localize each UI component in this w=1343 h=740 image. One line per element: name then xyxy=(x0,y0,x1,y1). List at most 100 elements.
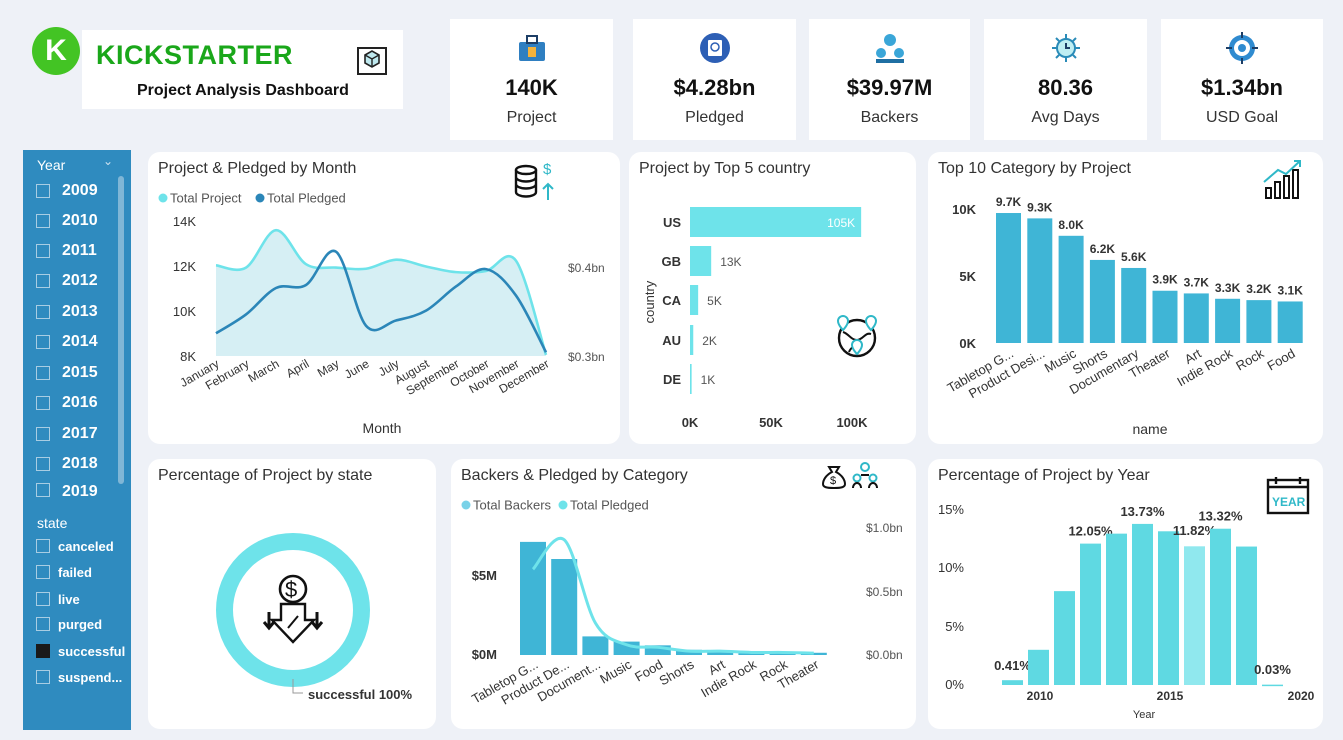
year-option[interactable]: 2010 xyxy=(36,210,98,232)
globe-location-icon xyxy=(836,314,878,358)
kpi-label: Project xyxy=(506,109,557,126)
bar xyxy=(1089,259,1115,343)
data-label: 11.82% xyxy=(1173,523,1217,538)
kpi-card-usd-goal: $1.34bn USD Goal xyxy=(1161,19,1323,140)
legend-label: Total Pledged xyxy=(570,498,649,513)
state-option[interactable]: live xyxy=(36,589,80,609)
checkbox[interactable] xyxy=(36,335,50,349)
year-option[interactable]: 2014 xyxy=(36,331,98,353)
map-icon xyxy=(357,47,387,75)
y-tick-label: AU xyxy=(662,333,681,348)
bar xyxy=(1121,267,1147,343)
month-chart-card: Project & Pledged by Month $ Total Proje… xyxy=(148,152,620,444)
checkbox[interactable] xyxy=(36,670,50,684)
year-option[interactable]: 2018 xyxy=(36,453,98,475)
bar xyxy=(690,364,692,394)
year-option[interactable]: 2013 xyxy=(36,301,98,323)
year-option-label: 2018 xyxy=(62,455,98,472)
bar xyxy=(1106,533,1127,685)
year-option[interactable]: 2009 xyxy=(36,180,98,202)
year-chart-card: Percentage of Project by Year YEAR 15% 10… xyxy=(928,459,1323,729)
kpi-label: USD Goal xyxy=(1205,109,1279,126)
year-option[interactable]: 2012 xyxy=(36,270,98,292)
svg-text:YEAR: YEAR xyxy=(1272,495,1306,509)
checkbox[interactable] xyxy=(36,244,50,258)
checkbox[interactable] xyxy=(36,214,50,228)
bar xyxy=(996,213,1021,343)
state-option[interactable]: failed xyxy=(36,562,92,582)
people-network-icon xyxy=(852,462,878,489)
x-tick-label: 100K xyxy=(836,415,868,430)
state-option-label: purged xyxy=(58,616,103,632)
checkbox[interactable] xyxy=(36,396,50,410)
year-option-label: 2015 xyxy=(62,364,98,381)
passport-icon xyxy=(699,33,730,63)
state-option-label: suspend... xyxy=(58,669,123,685)
x-axis-label: Month xyxy=(363,420,402,436)
year-slicer-title: Year xyxy=(37,157,66,173)
state-option[interactable]: canceled xyxy=(36,536,114,556)
state-option[interactable]: purged xyxy=(36,614,102,634)
year-option-label: 2009 xyxy=(62,182,98,199)
filter-slicer-panel: Year ⌄ 2009 2010 2011 2012 2013 2014 201… xyxy=(23,150,131,730)
data-label: 3.2K xyxy=(1246,282,1272,296)
y-tick-label: 15% xyxy=(938,502,964,517)
year-option[interactable]: 2019 xyxy=(36,483,98,497)
checkbox[interactable] xyxy=(36,539,50,553)
checkbox[interactable] xyxy=(36,457,50,471)
checkbox[interactable] xyxy=(36,305,50,319)
svg-text:$: $ xyxy=(285,577,297,602)
data-label: 6.2K xyxy=(1090,242,1116,256)
bar xyxy=(551,559,578,655)
data-label: 9.7K xyxy=(996,195,1022,209)
growth-chart-icon xyxy=(1263,160,1301,199)
state-slicer-title: state xyxy=(37,515,68,531)
y-tick-label: 0% xyxy=(945,677,964,692)
checkbox[interactable] xyxy=(36,274,50,288)
dashboard-subtitle: Project Analysis Dashboard xyxy=(137,82,349,99)
bar xyxy=(1215,298,1241,343)
people-icon xyxy=(875,34,904,63)
year-option[interactable]: 2011 xyxy=(36,240,97,262)
chevron-down-icon[interactable]: ⌄ xyxy=(103,154,114,168)
x-tick-label: 2015 xyxy=(1157,689,1184,703)
bar xyxy=(690,325,694,355)
checkbox[interactable] xyxy=(36,617,50,631)
checkbox[interactable] xyxy=(36,184,50,198)
checkbox-checked[interactable] xyxy=(36,644,50,658)
year-option-label: 2011 xyxy=(62,242,97,259)
checkbox[interactable] xyxy=(36,565,50,579)
kpi-card-pledged: $4.28bn Pledged xyxy=(633,19,796,140)
state-option[interactable]: successful xyxy=(36,641,125,661)
y2-tick-label: $1.0bn xyxy=(866,521,903,535)
chart-title: Project by Top 5 country xyxy=(639,160,811,177)
checkbox[interactable] xyxy=(36,427,50,441)
chart-title: Percentage of Project by Year xyxy=(938,467,1150,484)
year-option[interactable]: 2015 xyxy=(36,362,98,384)
x-tick-label: April xyxy=(284,356,312,380)
state-donut-chart: successful 100% xyxy=(216,533,413,702)
y2-tick-label: $0.4bn xyxy=(568,261,605,275)
country-bar-chart: US 105K GB 13K CA 5K AU 2K DE 1K 0K 50K 100K country xyxy=(642,207,868,430)
series-area-total-project xyxy=(216,230,546,356)
state-option-label: successful xyxy=(58,643,126,659)
bar xyxy=(690,285,699,315)
legend-marker xyxy=(558,500,568,510)
x-tick-label: Music xyxy=(597,656,634,686)
x-tick-label: Art xyxy=(706,656,728,677)
year-option[interactable]: 2016 xyxy=(36,392,98,414)
checkbox[interactable] xyxy=(36,483,50,497)
year-option[interactable]: 2017 xyxy=(36,423,98,445)
year-scrollbar[interactable] xyxy=(118,176,124,484)
data-label: 3.1K xyxy=(1278,283,1304,297)
kpi-value: $39.97M xyxy=(846,75,933,100)
checkbox[interactable] xyxy=(36,366,50,380)
backers-chart-card: Backers & Pledged by Category $ Total Ba… xyxy=(451,459,916,729)
donut-slice xyxy=(216,533,370,687)
state-option[interactable]: suspend... xyxy=(36,667,122,687)
kpi-card-project: 140K Project xyxy=(450,19,613,140)
checkbox[interactable] xyxy=(36,592,50,606)
backers-combo-chart: Total Backers Total Pledged $5M $0M $1.0bn $0… xyxy=(461,498,903,708)
y-axis-label: country xyxy=(642,280,657,323)
brand-title: KICKSTARTER xyxy=(96,40,293,70)
